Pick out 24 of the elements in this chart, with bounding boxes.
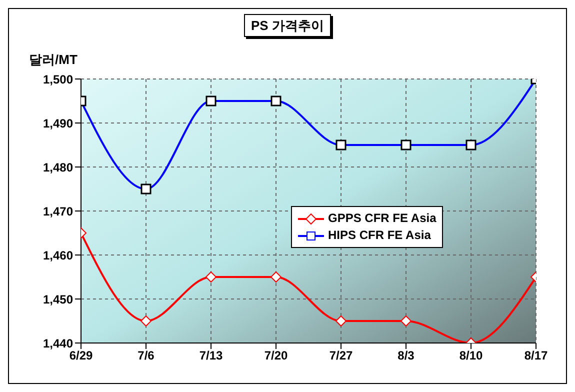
point: [336, 316, 346, 326]
x-tick-label: 8/3: [398, 348, 415, 363]
y-tick-label: 1,450: [42, 292, 74, 306]
x-tick-label: 7/20: [264, 348, 288, 363]
y-tick-label: 1,460: [42, 248, 74, 262]
x-tick-label: 7/13: [199, 348, 223, 363]
y-tick-label: 1,470: [42, 204, 74, 218]
point: [270, 272, 282, 282]
y-tick-label: 1,500: [42, 72, 74, 86]
y-tick-label: 1,490: [42, 116, 74, 130]
y-tick-label: 1,440: [42, 336, 74, 350]
point: [206, 272, 216, 282]
x-tick-label: 7/27: [329, 348, 353, 363]
y-tick-label: 1,480: [42, 160, 74, 174]
x-tick-label: 8/10: [459, 348, 483, 363]
legend-label: GPPS CFR FE Asia: [328, 210, 436, 227]
point: [140, 316, 152, 326]
point: [400, 316, 412, 326]
x-tick-label: 8/17: [524, 348, 548, 363]
legend-label: HIPS CFR FE Asia: [328, 227, 431, 244]
y-axis-title: 달러/MT: [29, 51, 78, 69]
x-tick-label: 7/6: [138, 348, 155, 363]
x-tick-label: 6/29: [69, 348, 93, 363]
chart-title: PS 가격추이: [244, 14, 331, 37]
